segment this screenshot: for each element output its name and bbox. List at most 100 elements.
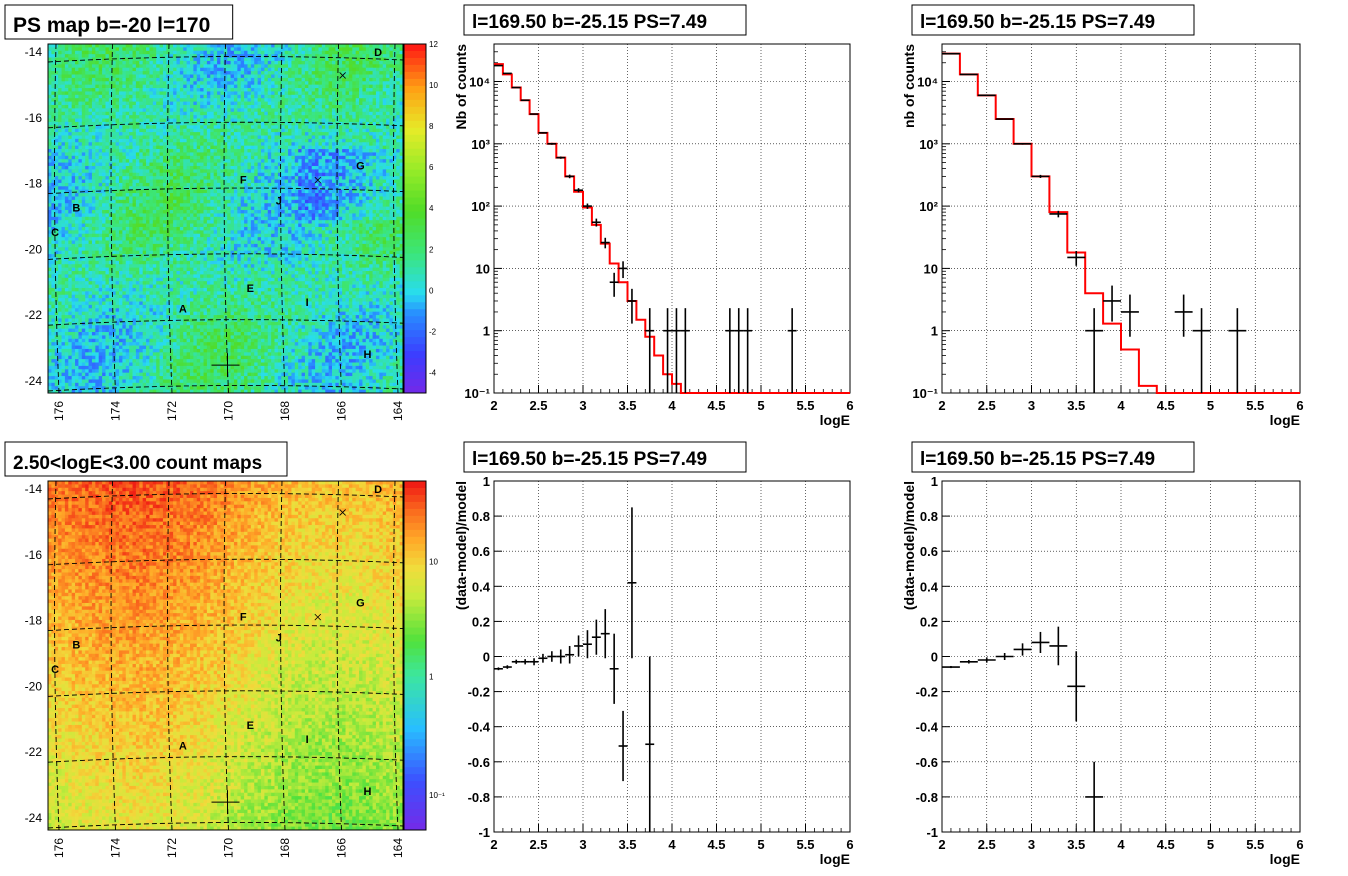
map-pixel <box>345 98 350 102</box>
map-pixel <box>183 189 188 194</box>
map-pixel <box>91 111 96 116</box>
map-pixel <box>288 128 292 133</box>
map-pixel <box>102 115 106 119</box>
map-pixel <box>247 193 252 197</box>
map-pixel <box>291 115 296 119</box>
map-pixel <box>102 77 106 82</box>
map-pixel <box>372 176 377 180</box>
map-pixel <box>250 81 255 86</box>
map-pixel <box>206 118 211 123</box>
map-pixel <box>274 47 279 52</box>
map-pixel <box>68 111 73 116</box>
map-pixel <box>190 169 194 174</box>
map-pixel <box>396 64 401 69</box>
map-pixel <box>399 108 404 113</box>
map-pixel <box>68 81 73 86</box>
map-pixel <box>220 121 225 126</box>
map-pixel <box>277 88 282 92</box>
map-pixel <box>119 179 123 184</box>
map-pixel <box>267 189 272 194</box>
map-pixel <box>98 74 103 79</box>
map-pixel <box>119 128 123 133</box>
map-pixel <box>159 186 164 191</box>
map-pixel <box>264 111 269 116</box>
map-pixel <box>71 165 76 170</box>
map-pixel <box>75 67 79 72</box>
map-pixel <box>156 182 160 187</box>
map-pixel <box>359 142 363 147</box>
map-pixel <box>315 111 319 116</box>
map-pixel <box>261 121 265 126</box>
map-pixel <box>183 101 188 106</box>
map-pixel <box>119 172 123 177</box>
map-pixel <box>105 98 110 102</box>
map-pixel <box>379 57 384 62</box>
map-pixel <box>220 128 225 133</box>
map-pixel <box>237 155 242 160</box>
map-pixel <box>237 193 242 197</box>
map-pixel <box>71 121 76 126</box>
map-pixel <box>261 159 265 163</box>
map-pixel <box>186 84 191 89</box>
map-pixel <box>169 60 174 65</box>
map-pixel <box>88 60 93 65</box>
map-pixel <box>250 138 255 143</box>
map-pixel <box>119 132 123 136</box>
map-pixel <box>78 74 83 79</box>
map-pixel <box>277 186 282 191</box>
map-pixel <box>176 54 181 58</box>
map-pixel <box>301 193 306 197</box>
map-pixel <box>348 179 353 184</box>
map-pixel <box>267 128 272 133</box>
map-pixel <box>122 57 127 62</box>
map-pixel <box>220 189 225 194</box>
map-pixel <box>315 64 319 69</box>
map-pixel <box>220 94 225 99</box>
map-pixel <box>298 176 302 180</box>
map-pixel <box>85 54 89 58</box>
map-pixel <box>115 57 120 62</box>
map-pixel <box>81 159 86 163</box>
map-pixel <box>48 77 52 82</box>
map-pixel <box>146 142 150 147</box>
map-pixel <box>375 199 380 204</box>
map-pixel <box>149 77 154 82</box>
map-pixel <box>321 57 326 62</box>
map-pixel <box>288 182 292 187</box>
map-pixel <box>71 135 76 140</box>
map-pixel <box>190 142 194 147</box>
map-pixel <box>152 179 157 184</box>
map-pixel <box>108 128 113 133</box>
map-pixel <box>321 193 326 197</box>
map-pixel <box>311 155 316 160</box>
map-pixel <box>325 94 330 99</box>
map-pixel <box>301 115 306 119</box>
map-pixel <box>210 135 215 140</box>
map-pixel <box>328 94 333 99</box>
map-pixel <box>135 44 140 48</box>
map-pixel <box>233 47 238 52</box>
map-pixel <box>149 57 154 62</box>
map-pixel <box>338 44 343 48</box>
map-pixel <box>203 71 208 75</box>
map-pixel <box>227 179 231 184</box>
map-pixel <box>325 88 330 92</box>
map-pixel <box>179 128 184 133</box>
map-pixel <box>71 162 76 167</box>
map-pixel <box>159 128 164 133</box>
map-pixel <box>51 186 56 191</box>
map-pixel <box>142 125 147 130</box>
map-pixel <box>281 50 286 55</box>
map-pixel <box>375 81 380 86</box>
map-pixel <box>78 98 83 102</box>
map-pixel <box>233 111 238 116</box>
map-pixel <box>206 64 211 69</box>
map-pixel <box>274 199 279 204</box>
map-pixel <box>352 189 357 194</box>
map-pixel <box>369 47 373 52</box>
map-pixel <box>206 149 211 153</box>
map-pixel <box>78 199 83 204</box>
map-pixel <box>227 67 231 72</box>
map-pixel <box>48 74 52 79</box>
map-pixel <box>95 67 100 72</box>
